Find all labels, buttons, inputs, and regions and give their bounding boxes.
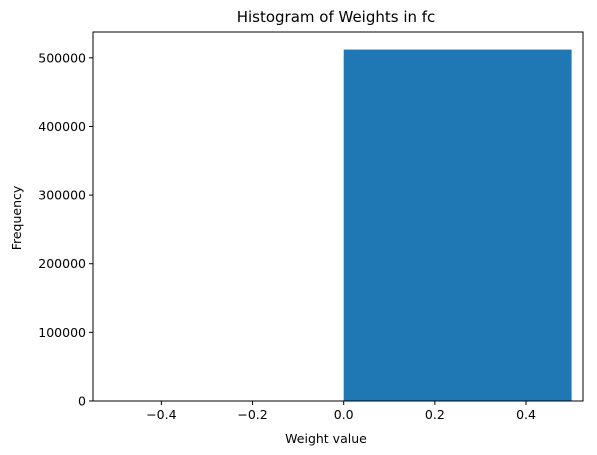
x-tick-label: 0.4 [516, 407, 536, 422]
y-tick-label: 100000 [38, 325, 86, 340]
x-tick-label: 0.2 [425, 407, 445, 422]
histogram-bar-0 [343, 49, 572, 401]
y-tick-label: 200000 [38, 256, 86, 271]
x-tick-label: 0.0 [334, 407, 354, 422]
y-axis-label: Frequency [9, 185, 24, 250]
y-tick-label: 400000 [38, 119, 86, 134]
plot-frame [92, 31, 584, 402]
ticks-layer: −0.4 −0.2 0.0 0.2 0.4 0 100000 200000 300000 4000… [38, 50, 536, 422]
y-tick-label: 0 [78, 394, 86, 409]
x-tick-label: −0.4 [146, 407, 176, 422]
chart-title: Histogram of Weights in fc [237, 8, 436, 26]
bars-layer [343, 49, 572, 401]
x-axis-label: Weight value [285, 431, 367, 446]
y-tick-label: 300000 [38, 188, 86, 203]
x-tick-label: −0.2 [237, 407, 267, 422]
y-tick-label: 500000 [38, 50, 86, 65]
